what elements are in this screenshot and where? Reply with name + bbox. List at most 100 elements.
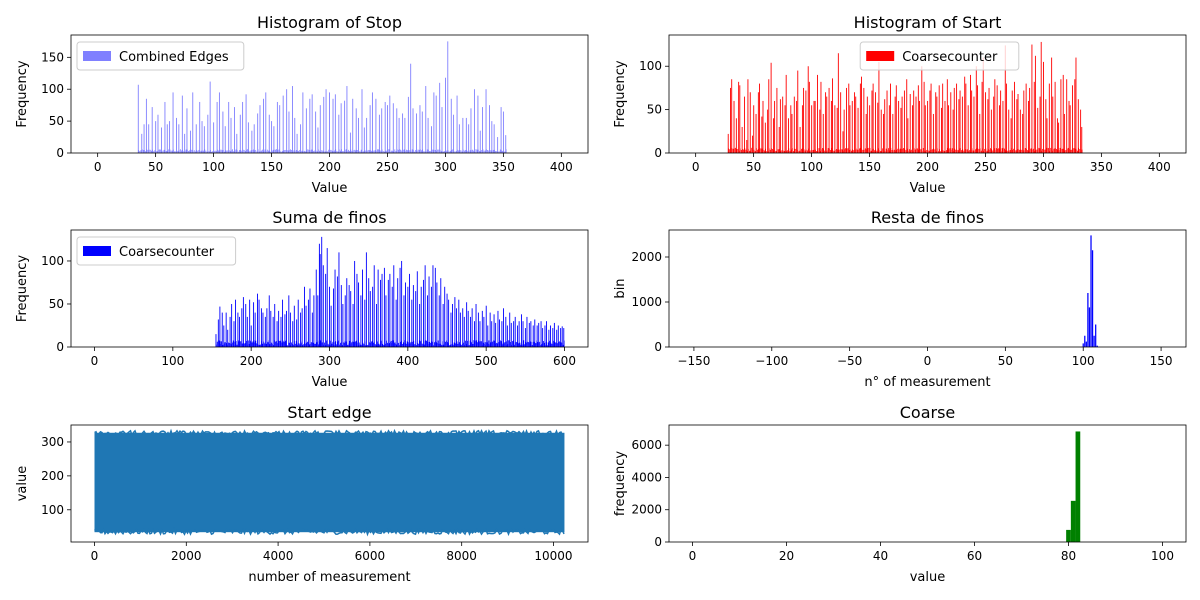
suma-bar xyxy=(245,343,246,347)
start-bar xyxy=(796,100,798,153)
start-histogram-legend-label: Coarsecounter xyxy=(902,50,998,65)
stop-bar xyxy=(474,151,476,153)
stop-bar xyxy=(367,149,369,153)
stop-bar xyxy=(189,150,191,153)
suma-bar xyxy=(316,342,318,347)
stop-bar xyxy=(298,150,299,153)
suma-bar xyxy=(257,293,258,347)
suma-bar xyxy=(222,344,224,347)
start-bar xyxy=(815,149,816,153)
suma-bar xyxy=(556,329,558,347)
stop-bar xyxy=(214,150,216,153)
stop-bar xyxy=(393,151,395,153)
start-bar xyxy=(1038,148,1040,153)
stop-bar xyxy=(392,150,393,153)
edge-y-tick-label: 100 xyxy=(41,503,64,517)
start-bar xyxy=(1069,105,1071,153)
suma-bar xyxy=(452,344,454,347)
suma-bar xyxy=(397,278,399,347)
stop-bar xyxy=(387,149,389,153)
start-bar xyxy=(988,149,990,153)
start-bar xyxy=(994,150,996,153)
stop-bar xyxy=(448,151,450,153)
start-x-tick-label: 300 xyxy=(1032,160,1055,174)
stop-bar xyxy=(294,117,296,153)
start-bar xyxy=(823,148,824,153)
stop-bar xyxy=(322,150,324,153)
stop-bar xyxy=(444,151,446,153)
stop-bar xyxy=(359,151,361,153)
suma-bar xyxy=(495,343,496,347)
stop-bar xyxy=(232,149,233,153)
suma-bar xyxy=(341,345,343,347)
suma-bar xyxy=(397,343,399,347)
start-bar xyxy=(985,92,987,153)
coarse-bars xyxy=(1066,431,1081,542)
edge-x-tick-label: 8000 xyxy=(446,549,477,563)
start-bar xyxy=(988,87,990,153)
stop-bar xyxy=(495,150,497,153)
start-bar xyxy=(840,149,842,153)
start-bar xyxy=(788,148,790,153)
suma-bar xyxy=(543,342,545,347)
start-bar xyxy=(762,149,764,153)
suma-bar xyxy=(404,343,406,347)
edge-x-tick-label: 0 xyxy=(91,549,99,563)
start-bar xyxy=(985,148,987,153)
suma-bar xyxy=(558,341,559,347)
stop-bar xyxy=(263,150,265,153)
start-bar xyxy=(744,148,746,153)
coarse-title: Coarse xyxy=(900,403,956,422)
stop-bar xyxy=(388,149,390,153)
suma-bar xyxy=(447,342,448,347)
stop-bar xyxy=(403,149,405,153)
start-bar xyxy=(893,149,895,153)
stop-bar xyxy=(332,98,334,153)
stop-bar xyxy=(503,151,505,153)
stop-bar xyxy=(198,149,200,153)
stop-bar xyxy=(407,96,409,153)
suma-bar xyxy=(309,343,311,347)
stop-bar xyxy=(159,149,160,153)
suma-bar xyxy=(266,341,268,347)
stop-bar xyxy=(173,149,174,153)
suma-bar xyxy=(494,340,495,347)
suma-bar xyxy=(553,340,555,347)
start-bar xyxy=(1004,148,1005,153)
suma-bar xyxy=(346,278,348,347)
suma-bar xyxy=(275,341,276,347)
stop-bar xyxy=(315,111,317,153)
suma-bar xyxy=(263,343,265,347)
stop-bar xyxy=(222,149,224,153)
stop-bar xyxy=(203,126,205,153)
suma-bar xyxy=(560,342,562,347)
resta-x-tick-label: −50 xyxy=(837,354,862,368)
stop-bar xyxy=(472,149,473,153)
stop-bar xyxy=(192,151,194,153)
suma-bar xyxy=(324,345,326,347)
stop-bar xyxy=(374,150,376,153)
suma-bar xyxy=(331,343,333,347)
suma-bar xyxy=(497,310,499,347)
stop-bar xyxy=(280,151,282,153)
start-bar xyxy=(1023,150,1025,153)
stop-bar xyxy=(421,111,423,153)
stop-bar xyxy=(319,150,320,153)
suma-bar xyxy=(335,341,337,347)
suma-bar xyxy=(268,340,270,347)
start-x-tick-label: 250 xyxy=(974,160,997,174)
start-bar xyxy=(805,149,807,153)
start-bar xyxy=(1000,151,1002,153)
suma-bar xyxy=(402,343,403,347)
suma-bar xyxy=(352,341,354,347)
stop-bar xyxy=(140,150,142,153)
stop-bar xyxy=(416,113,417,153)
stop-bar xyxy=(294,151,296,153)
stop-bar xyxy=(485,89,487,153)
start-bar xyxy=(746,139,748,153)
suma-bar xyxy=(246,316,248,347)
stop-bar xyxy=(242,101,244,153)
stop-bar xyxy=(182,149,184,153)
stop-bar xyxy=(139,150,141,153)
